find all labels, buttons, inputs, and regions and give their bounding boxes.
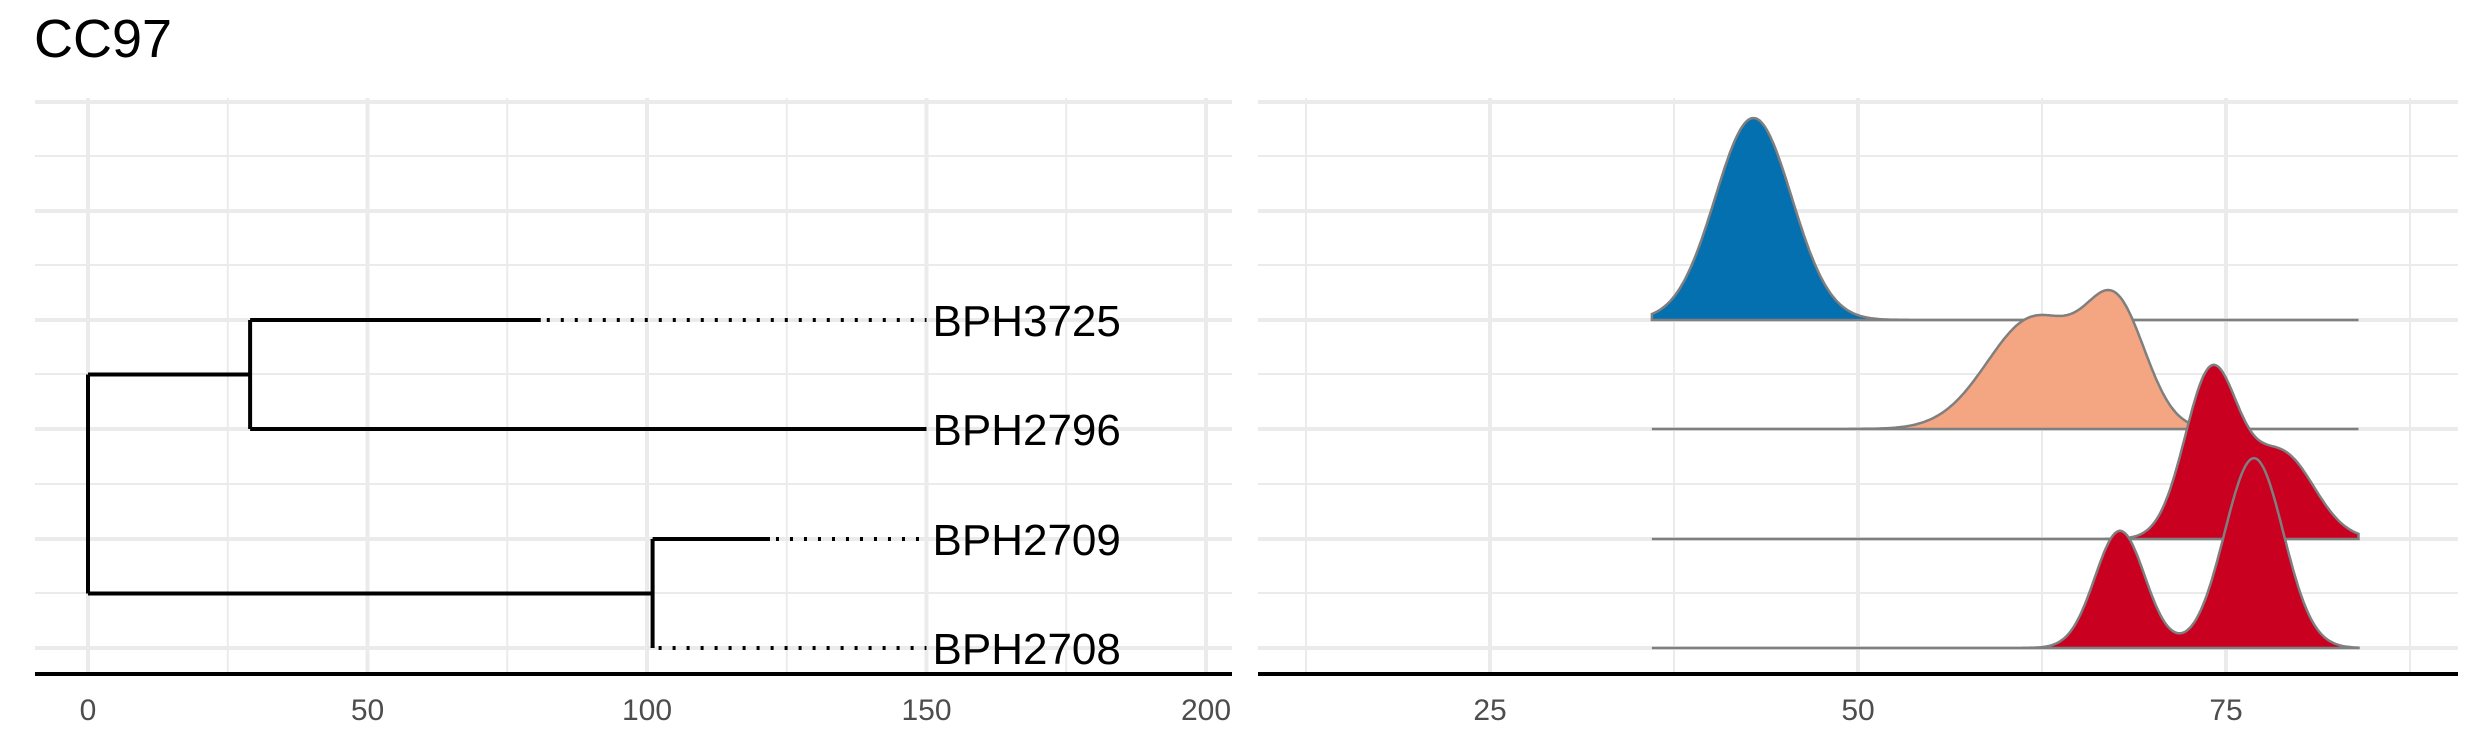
tree-x-tick-150: 150 xyxy=(901,694,951,727)
ridge-bph2708 xyxy=(1651,456,2360,650)
tree-x-tick-100: 100 xyxy=(622,694,672,727)
density-x-tick-75: 75 xyxy=(2209,694,2242,727)
tip-label-bph3725: BPH3725 xyxy=(933,297,1121,346)
density-x-tick-25: 25 xyxy=(1473,694,1506,727)
tree-tip-labels: BPH3725 BPH2796 BPH2709 BPH2708 xyxy=(933,297,1121,674)
density-x-tick-50: 50 xyxy=(1841,694,1874,727)
tip-label-bph2708: BPH2708 xyxy=(933,625,1121,674)
tip-label-bph2796: BPH2796 xyxy=(933,406,1121,455)
tick-labels: 0 50 100 150 200 25 50 75 xyxy=(80,694,2243,727)
tree-x-tick-0: 0 xyxy=(80,694,97,727)
ridge-bph3725 xyxy=(1650,116,2359,322)
tree-x-tick-50: 50 xyxy=(351,694,384,727)
tree-panel-grid xyxy=(35,98,1232,673)
tree-branches xyxy=(86,318,927,650)
tip-label-bph2709: BPH2709 xyxy=(933,516,1121,565)
density-ridges xyxy=(1650,116,2360,650)
chart-title: CC97 xyxy=(34,9,173,69)
tree-x-tick-200: 200 xyxy=(1181,694,1231,727)
ridge-bph2709 xyxy=(1651,363,2360,541)
